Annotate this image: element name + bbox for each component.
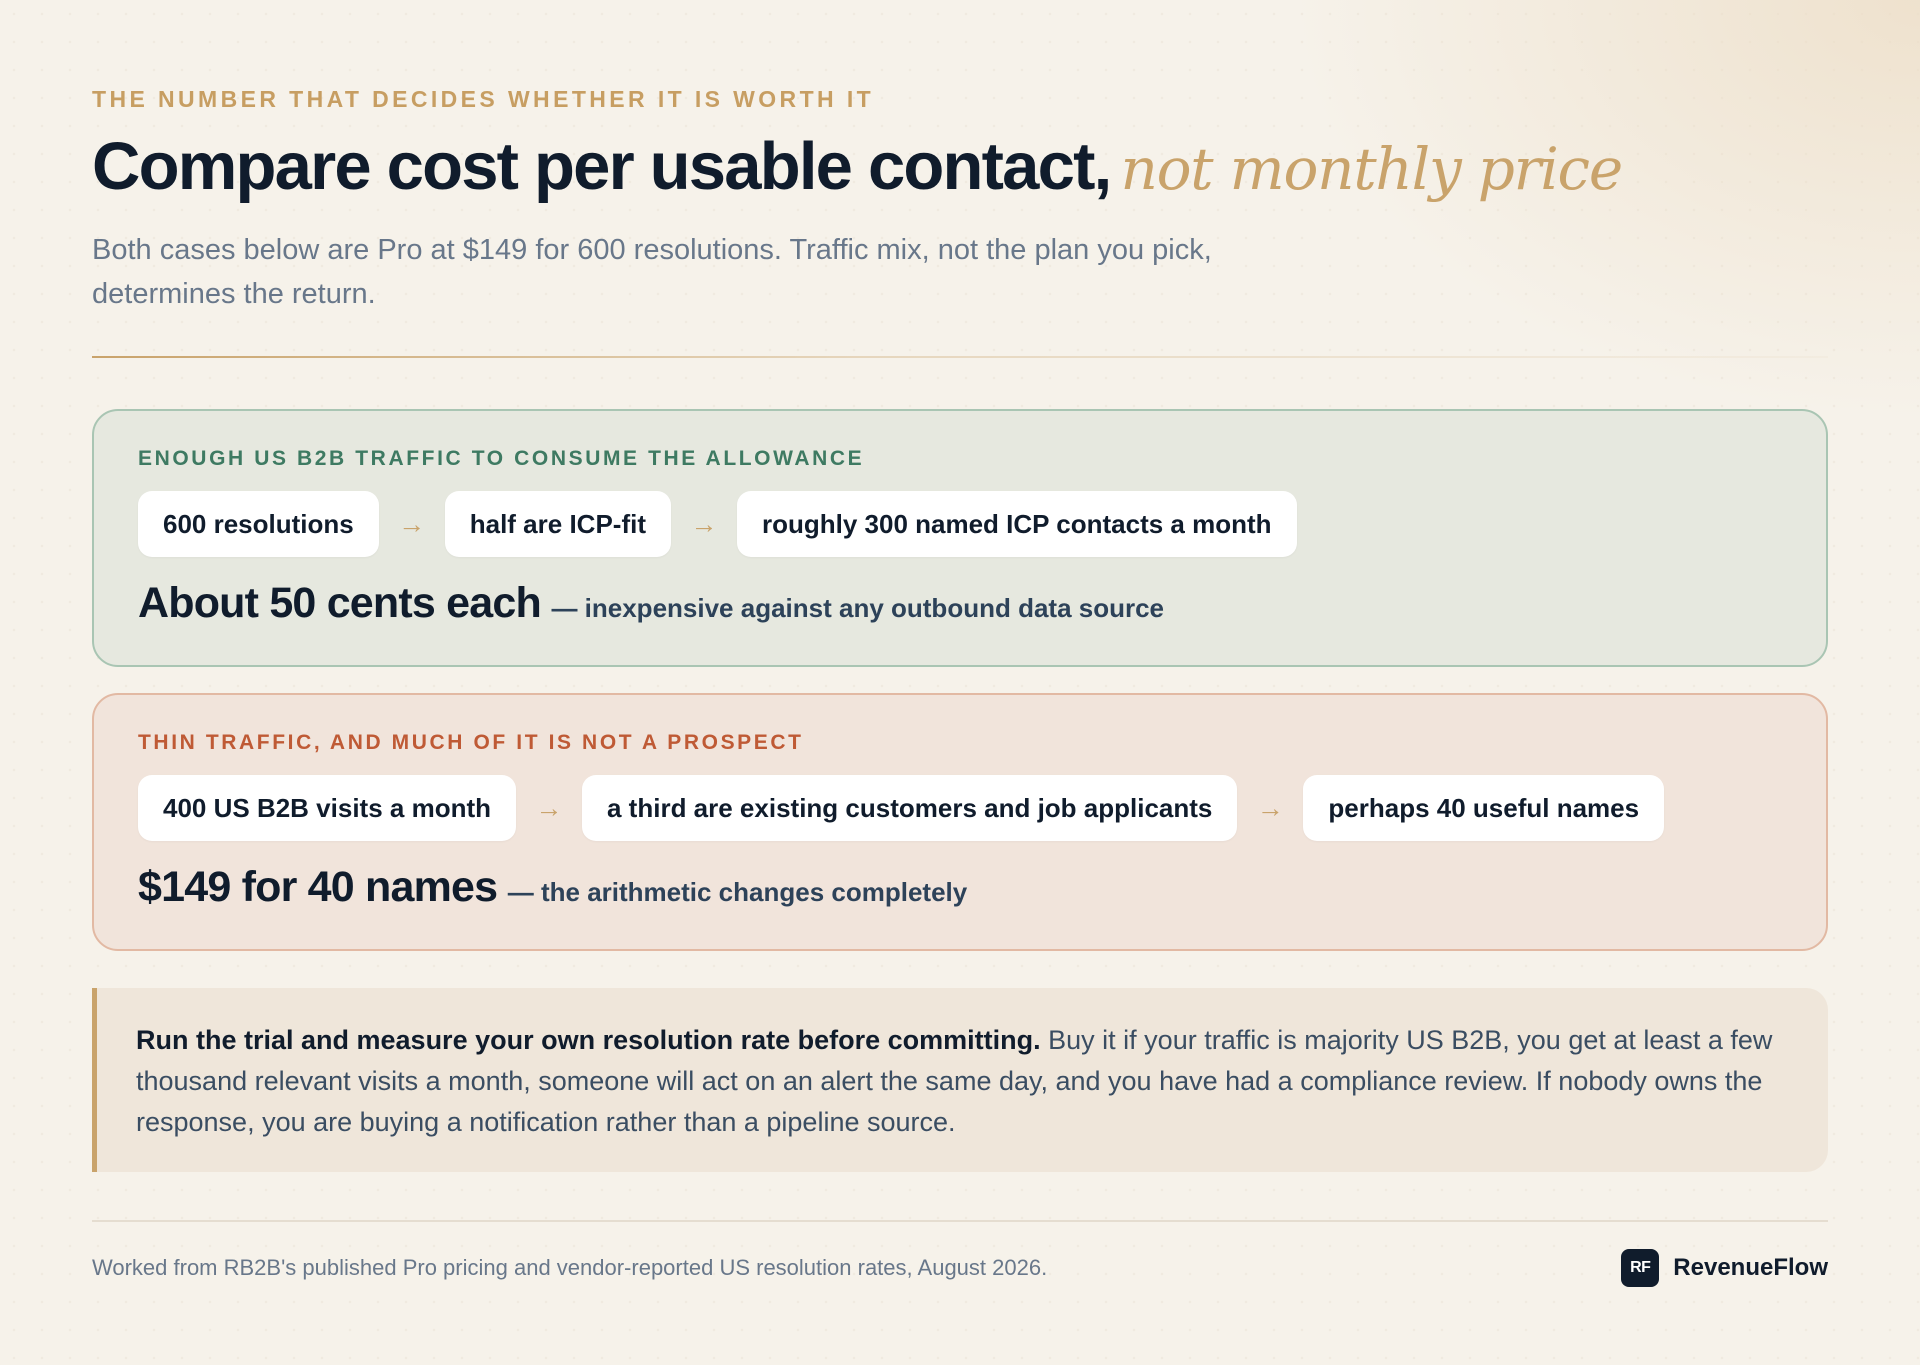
arrow-right-icon: → bbox=[535, 792, 563, 823]
flow-step: roughly 300 named ICP contacts a month bbox=[736, 491, 1297, 557]
flow-step: 400 US B2B visits a month bbox=[138, 775, 516, 841]
result-note: — the arithmetic changes completely bbox=[507, 877, 968, 907]
flow-step: 600 resolutions bbox=[138, 491, 379, 557]
flow-steps: 400 US B2B visits a month → a third are … bbox=[138, 775, 1665, 841]
flow-step: half are ICP-fit bbox=[444, 491, 671, 557]
flow-steps: 600 resolutions → half are ICP-fit → rou… bbox=[138, 491, 1297, 557]
case-result: $149 for 40 names — the arithmetic chang… bbox=[138, 863, 967, 912]
result-value: About 50 cents each bbox=[138, 579, 542, 627]
title-accent: not monthly price bbox=[1120, 135, 1623, 203]
page: THE NUMBER THAT DECIDES WHETHER IT IS WO… bbox=[92, 0, 1828, 1365]
footnote: Worked from RB2B's published Pro pricing… bbox=[92, 1255, 1048, 1280]
case-card-good: ENOUGH US B2B TRAFFIC TO CONSUME THE ALL… bbox=[92, 409, 1828, 667]
flow-step: a third are existing customers and job a… bbox=[582, 775, 1238, 841]
recommendation-callout: Run the trial and measure your own resol… bbox=[92, 988, 1828, 1172]
title-main: Compare cost per usable contact, bbox=[92, 129, 1112, 204]
header-divider bbox=[92, 356, 1828, 358]
callout-lead: Run the trial and measure your own resol… bbox=[136, 1025, 1041, 1055]
result-note: — inexpensive against any outbound data … bbox=[551, 593, 1165, 623]
brand-name: RevenueFlow bbox=[1673, 1254, 1828, 1281]
subtitle: Both cases below are Pro at $149 for 600… bbox=[92, 234, 1212, 310]
case-label: THIN TRAFFIC, AND MUCH OF IT IS NOT A PR… bbox=[138, 731, 804, 754]
result-value: $149 for 40 names bbox=[138, 863, 498, 911]
arrow-right-icon: → bbox=[398, 508, 426, 539]
arrow-right-icon: → bbox=[1256, 792, 1284, 823]
case-label: ENOUGH US B2B TRAFFIC TO CONSUME THE ALL… bbox=[138, 447, 865, 470]
case-result: About 50 cents each — inexpensive agains… bbox=[138, 579, 1164, 628]
footer-divider bbox=[92, 1220, 1828, 1222]
eyebrow: THE NUMBER THAT DECIDES WHETHER IT IS WO… bbox=[92, 86, 875, 112]
arrow-right-icon: → bbox=[690, 508, 718, 539]
brand-logo-icon: RF bbox=[1621, 1249, 1660, 1287]
brand: RF RevenueFlow bbox=[1621, 1249, 1828, 1287]
flow-step: perhaps 40 useful names bbox=[1303, 775, 1665, 841]
callout-body: Buy it if your traffic is majority US B2… bbox=[136, 1025, 1773, 1137]
case-card-bad: THIN TRAFFIC, AND MUCH OF IT IS NOT A PR… bbox=[92, 693, 1828, 951]
page-title: Compare cost per usable contact, not mont… bbox=[92, 128, 1623, 205]
